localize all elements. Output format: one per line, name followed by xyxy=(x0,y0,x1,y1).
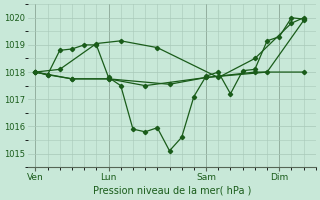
X-axis label: Pression niveau de la mer( hPa ): Pression niveau de la mer( hPa ) xyxy=(93,186,251,196)
